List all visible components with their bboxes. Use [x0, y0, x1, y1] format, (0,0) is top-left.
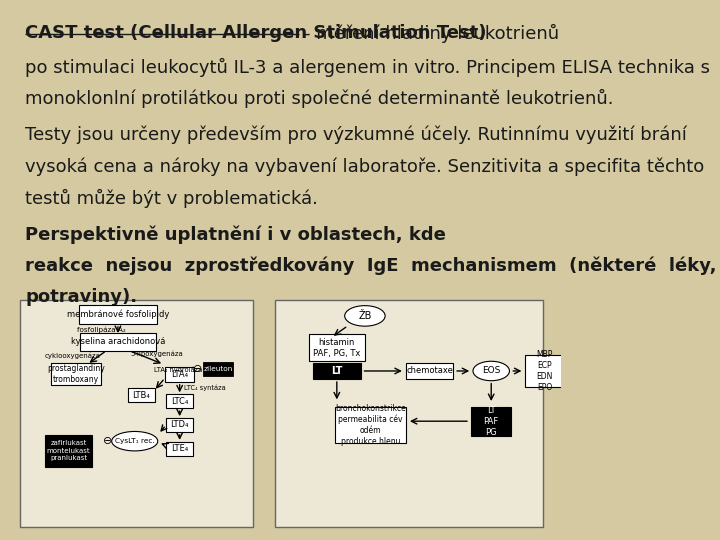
Text: kyselina arachidonová: kyselina arachidonová: [71, 338, 165, 346]
Text: zileuton: zileuton: [203, 366, 233, 373]
Text: ŽB: ŽB: [359, 311, 372, 321]
FancyBboxPatch shape: [166, 442, 193, 456]
Text: reakce  nejsou  zprostředkovány  IgE  mechanismem  (některé  léky,: reakce nejsou zprostředkovány IgE mechan…: [25, 256, 717, 275]
Ellipse shape: [112, 431, 158, 451]
Text: po stimulaci leukocytů IL-3 a alergenem in vitro. Principem ELISA technika s: po stimulaci leukocytů IL-3 a alergenem …: [25, 58, 710, 77]
Text: LTC₄ syntáza: LTC₄ syntáza: [184, 384, 226, 391]
FancyBboxPatch shape: [19, 300, 253, 526]
FancyBboxPatch shape: [335, 407, 407, 443]
FancyBboxPatch shape: [78, 305, 157, 324]
FancyBboxPatch shape: [405, 363, 454, 379]
FancyBboxPatch shape: [50, 363, 101, 385]
Text: testů může být v problematická.: testů může být v problematická.: [25, 188, 318, 207]
Text: zafirlukast
montelukast
pranlukast: zafirlukast montelukast pranlukast: [47, 441, 90, 461]
Text: CAST test (Cellular Allergen Stimulation Test): CAST test (Cellular Allergen Stimulation…: [25, 24, 487, 42]
FancyBboxPatch shape: [202, 362, 233, 376]
Text: Testy jsou určeny především pro výzkumné účely. Rutinnímu využití brání: Testy jsou určeny především pro výzkumné…: [25, 126, 687, 144]
Text: LTA₄ hydroláza: LTA₄ hydroláza: [154, 366, 202, 373]
Text: LTD₄: LTD₄: [171, 421, 189, 429]
FancyBboxPatch shape: [313, 363, 361, 379]
Text: cyklooxygenáza: cyklooxygenáza: [45, 352, 101, 359]
Text: histamin
PAF, PG, Tx: histamin PAF, PG, Tx: [313, 338, 361, 358]
Text: monoklonlní protilátkou proti společné determinantě leukotrienů.: monoklonlní protilátkou proti společné d…: [25, 89, 613, 108]
Text: LTB₄: LTB₄: [132, 391, 150, 400]
Text: EOS: EOS: [482, 367, 500, 375]
Text: ⊖: ⊖: [103, 436, 112, 446]
Ellipse shape: [473, 361, 510, 381]
Text: vysoká cena a nároky na vybavení laboratoře. Senzitivita a specifita těchto: vysoká cena a nároky na vybavení laborat…: [25, 157, 704, 176]
FancyBboxPatch shape: [166, 418, 193, 432]
Text: membránové fosfolipidy: membránové fosfolipidy: [67, 309, 169, 319]
Text: potraviny).: potraviny).: [25, 288, 138, 306]
FancyBboxPatch shape: [165, 367, 194, 382]
FancyBboxPatch shape: [526, 355, 564, 387]
Text: chemotaxe: chemotaxe: [406, 367, 453, 375]
FancyBboxPatch shape: [128, 388, 155, 402]
FancyBboxPatch shape: [471, 407, 511, 436]
Text: MBP
ECP
EDN
EPO: MBP ECP EDN EPO: [536, 350, 553, 392]
FancyBboxPatch shape: [275, 300, 544, 526]
Text: LTA₄: LTA₄: [171, 370, 188, 379]
FancyBboxPatch shape: [45, 435, 91, 467]
Text: prostaglandiny
tromboxany: prostaglandiny tromboxany: [47, 364, 104, 384]
Text: bronchokonstrikce
permeabilita cév
odém
produkce hlenu: bronchokonstrikce permeabilita cév odém …: [335, 403, 406, 447]
FancyBboxPatch shape: [80, 333, 156, 351]
Ellipse shape: [345, 306, 385, 326]
Text: Perspektivně uplatnění i v oblastech, kde: Perspektivně uplatnění i v oblastech, kd…: [25, 225, 446, 244]
FancyBboxPatch shape: [309, 334, 365, 361]
Text: - měření hladiny leukotrienů: - měření hladiny leukotrienů: [304, 24, 559, 43]
Text: fosfolipáza A₂: fosfolipáza A₂: [78, 326, 126, 333]
Text: LTE₄: LTE₄: [171, 444, 188, 453]
Text: LT
PAF
PG: LT PAF PG: [484, 406, 499, 437]
Text: CysLT₁ rec.: CysLT₁ rec.: [115, 438, 155, 444]
Text: LT: LT: [331, 366, 343, 376]
Text: LTC₄: LTC₄: [171, 397, 189, 406]
FancyBboxPatch shape: [166, 394, 193, 408]
Text: 5-lipoxygenáza: 5-lipoxygenáza: [130, 351, 183, 357]
Text: ⊖: ⊖: [194, 364, 203, 374]
